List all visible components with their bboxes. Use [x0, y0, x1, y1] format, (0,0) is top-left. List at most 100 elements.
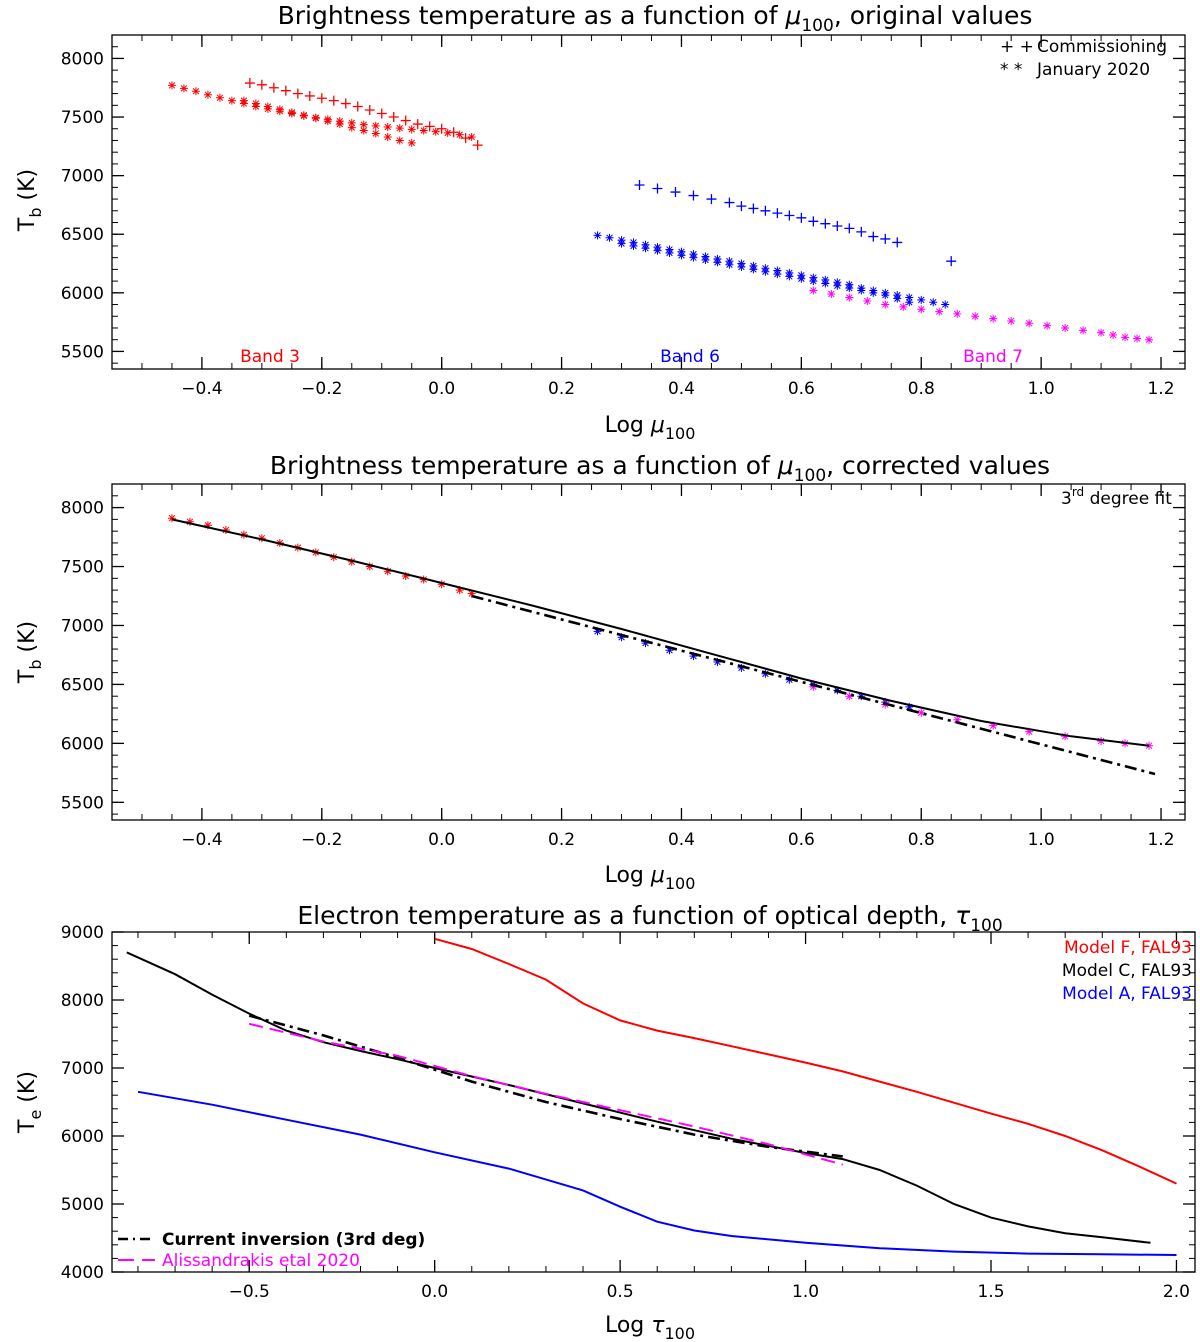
x-tick-label: −0.5 [229, 1282, 270, 1302]
y-tick-label: 8000 [61, 49, 104, 69]
band-7-january-2020-point [917, 305, 926, 314]
band-7-january-2020-point [935, 307, 944, 316]
band-6-commissioning-point [946, 256, 957, 267]
y-tick-label: 5500 [61, 342, 104, 362]
band-3-january-2020-lower-point [347, 123, 356, 132]
band-3-commissioning-point [280, 85, 291, 96]
band-6-commissioning-point [892, 237, 903, 248]
x-tick-label: 1.0 [1028, 830, 1055, 850]
band-6-commissioning-point [634, 180, 645, 191]
band-3-commissioning-point [400, 115, 411, 126]
band-6-commissioning-point [760, 205, 771, 216]
y-tick-label: 8000 [61, 499, 104, 519]
panel3-axes: −0.5 0.0 0.5 1.0 1.5 2.0 4000 5000 6000 7000 8000 9… [61, 923, 1195, 1302]
band-3-corrected-point [347, 557, 356, 566]
x-tick-label: 0.6 [788, 830, 815, 850]
band-7-january-2020-point [1109, 331, 1118, 340]
x-tick-label: 0.2 [548, 830, 575, 850]
band-3-corrected-point [185, 517, 194, 526]
band-3-january-2020-upper-point [347, 118, 356, 127]
panel1-legend: + + Commissioning * * January 2020 [1000, 37, 1167, 80]
band-3-january-2020-lower-point [407, 138, 416, 147]
model-a-fal93-line [137, 1090, 1177, 1256]
y-tick-label: 8000 [61, 991, 104, 1011]
x-tick-label: −0.4 [181, 830, 222, 850]
panel1-axes: −0.4 −0.2 0.0 0.2 0.4 0.6 0.8 1.0 1.2 5500 6000 650… [61, 34, 1185, 399]
band-7-january-2020-point [1043, 321, 1052, 330]
x-tick-label: 0.0 [428, 379, 455, 399]
band-6-january-2020-lower-point [857, 286, 866, 295]
legend-january-2020: January 2020 [1036, 60, 1150, 80]
band-3-commissioning-point [256, 79, 267, 90]
band-3-january-2020-upper-point [443, 128, 452, 137]
band-3-january-2020-upper-point [167, 81, 176, 90]
current-inversion-3rd-deg-line [248, 1014, 843, 1158]
y-tick-label: 7000 [61, 167, 104, 187]
y-tick-label: 5500 [61, 793, 104, 813]
y-tick-label: 7000 [61, 1059, 104, 1079]
band-3-january-2020-upper-point [215, 93, 224, 102]
panel3-title: Electron temperature as a function of op… [297, 901, 1002, 936]
band-6-commissioning-point [880, 233, 891, 244]
band-3-january-2020-lower-point [299, 111, 308, 120]
legend-marker-plus: + + [1000, 37, 1034, 57]
x-tick-label: 0.0 [428, 830, 455, 850]
band-7-january-2020-point [1121, 333, 1130, 342]
band-6-january-2020-lower-point [629, 241, 638, 250]
band3-label: Band 3 [240, 347, 300, 367]
band-7-corrected-point [809, 682, 818, 691]
band-3-january-2020-lower-point [383, 132, 392, 141]
band-3-commissioning-point [244, 78, 255, 89]
band-7-january-2020-point [1061, 323, 1070, 332]
x-tick-label: −0.4 [181, 379, 222, 399]
panel1-frame [111, 34, 1186, 370]
band-7-corrected-point [1061, 732, 1070, 741]
band-6-corrected-point [593, 627, 602, 636]
band-3-commissioning-point [448, 127, 459, 138]
band-3-corrected-point [383, 567, 392, 576]
band-3-commissioning-point [472, 140, 483, 151]
band-6-january-2020-upper-point [593, 231, 602, 240]
band-6-commissioning-point [784, 210, 795, 221]
band-6-january-2020-upper-point [905, 293, 914, 302]
panel2-marks [167, 514, 1156, 776]
band-6-january-2020-lower-point [881, 291, 890, 300]
band-6-january-2020-upper-point [605, 233, 614, 242]
band-6-commissioning-point [844, 223, 855, 234]
panel3-marks [126, 937, 1177, 1256]
band-3-january-2020-lower-point [239, 96, 248, 105]
band-6-january-2020-upper-point [941, 300, 950, 309]
band-6-january-2020-lower-point [785, 272, 794, 281]
band-3-january-2020-upper-point [455, 130, 464, 139]
band-3-corrected-point [365, 562, 374, 571]
band-3-january-2020-lower-point [275, 105, 284, 114]
band-3-january-2020-upper-point [371, 121, 380, 130]
band-3-corrected-point [257, 534, 266, 543]
band-3-commissioning-point [328, 95, 339, 106]
y-tick-label: 7000 [61, 616, 104, 636]
band-3-january-2020-lower-point [395, 136, 404, 145]
band-7-january-2020-point [1145, 335, 1154, 344]
x-tick-label: 1.0 [792, 1282, 819, 1302]
band-6-january-2020-lower-point [869, 288, 878, 297]
band-6-commissioning-point [820, 218, 831, 229]
band-7-january-2020-point [1025, 319, 1034, 328]
band-6-january-2020-lower-point [641, 244, 650, 253]
panel1-title: Brightness temperature as a function of … [278, 1, 1033, 36]
band-7-corrected-point [845, 692, 854, 701]
band-3-commissioning-point [460, 133, 471, 144]
band-6-january-2020-lower-point [689, 253, 698, 262]
band-6-january-2020-lower-point [701, 256, 710, 265]
band-6-commissioning-point [796, 212, 807, 223]
band-6-january-2020-lower-point [761, 267, 770, 276]
band-3-commissioning-point [352, 101, 363, 112]
band-7-corrected-point [1145, 741, 1154, 750]
legend-model-c: Model C, FAL93 [1062, 961, 1192, 981]
band-3-january-2020-lower-point [287, 108, 296, 117]
fit-annotation: 3rd degree fit [1061, 485, 1172, 509]
3rd-degree-fit-line [171, 518, 1150, 747]
band-3-corrected-point [167, 514, 176, 523]
band-6-january-2020-lower-point [665, 248, 674, 257]
band-3-january-2020-lower-point [359, 126, 368, 135]
band-6-january-2020-lower-point [653, 246, 662, 255]
